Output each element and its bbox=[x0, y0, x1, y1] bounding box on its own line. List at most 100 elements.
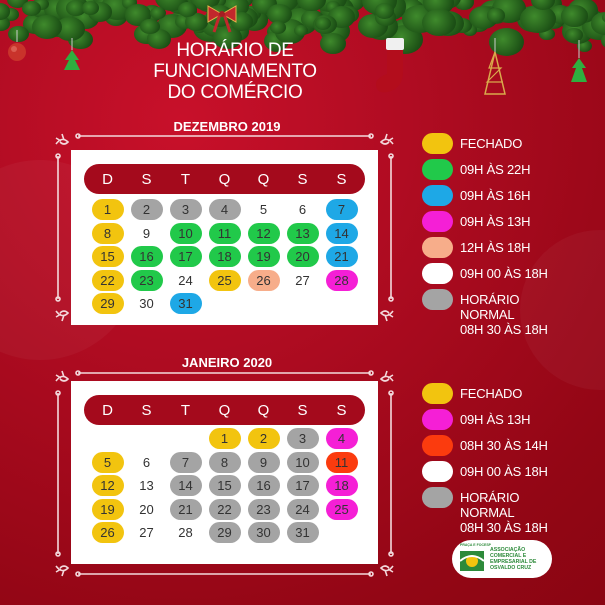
day-cell: 3 bbox=[166, 198, 205, 222]
legend-color-swatch bbox=[422, 159, 453, 180]
day-cell: 9 bbox=[244, 451, 283, 475]
day-cell: 25 bbox=[322, 498, 361, 522]
day-cell: 20 bbox=[283, 245, 322, 269]
day-cell: 1 bbox=[205, 427, 244, 451]
day-cell: 8 bbox=[88, 222, 127, 246]
pine-branch bbox=[561, 5, 588, 27]
pine-branch bbox=[7, 0, 29, 9]
day-number: 20 bbox=[130, 498, 163, 520]
day-cell: 30 bbox=[127, 292, 166, 316]
day-cell: 27 bbox=[127, 521, 166, 545]
day-cell: 29 bbox=[205, 521, 244, 545]
day-number: 17 bbox=[286, 475, 319, 497]
pine-branch bbox=[454, 0, 474, 10]
day-number: 27 bbox=[286, 269, 319, 291]
christmas-stocking-icon bbox=[376, 38, 404, 93]
day-number: 28 bbox=[325, 269, 358, 291]
pine-branch bbox=[189, 0, 220, 10]
day-cell: 22 bbox=[205, 498, 244, 522]
day-cell: 4 bbox=[322, 427, 361, 451]
legend-label: 09H 00 ÀS 18H bbox=[460, 464, 548, 479]
day-number: 10 bbox=[286, 451, 319, 473]
day-cell: 20 bbox=[127, 498, 166, 522]
day-number: 30 bbox=[130, 293, 163, 315]
legend-item: 09H ÀS 13H bbox=[422, 211, 548, 237]
day-cell: 29 bbox=[88, 292, 127, 316]
weekday-label: S bbox=[297, 170, 308, 188]
day-cell: 9 bbox=[127, 222, 166, 246]
day-cell: 7 bbox=[166, 451, 205, 475]
day-cell: 12 bbox=[88, 474, 127, 498]
day-number: 12 bbox=[247, 222, 280, 244]
day-number: 3 bbox=[169, 199, 202, 221]
pine-branch bbox=[297, 0, 326, 12]
legend-item: 09H ÀS 13H bbox=[422, 409, 548, 435]
day-cell: 21 bbox=[166, 498, 205, 522]
day-cell: 14 bbox=[166, 474, 205, 498]
red-bauble-ornament-icon bbox=[8, 30, 26, 61]
day-cell: 14 bbox=[322, 222, 361, 246]
pine-branch bbox=[66, 0, 86, 16]
legend-color-swatch bbox=[422, 409, 453, 430]
day-number: 14 bbox=[169, 475, 202, 497]
day-cell: 24 bbox=[166, 269, 205, 293]
pine-branch bbox=[374, 3, 395, 19]
page-title: HORÁRIO DE FUNCIONAMENTO DO COMÉRCIO bbox=[150, 40, 320, 103]
day-number: 22 bbox=[91, 269, 124, 291]
day-number: 19 bbox=[91, 498, 124, 520]
day-number: 8 bbox=[91, 222, 124, 244]
empty-day-cell bbox=[127, 427, 166, 451]
day-number: 7 bbox=[325, 199, 358, 221]
legend-color-swatch bbox=[422, 263, 453, 284]
day-cell: 31 bbox=[166, 292, 205, 316]
month-title-january: JANEIRO 2020 bbox=[181, 355, 273, 370]
day-cell: 23 bbox=[244, 498, 283, 522]
pine-branch bbox=[0, 3, 11, 20]
day-cell: 13 bbox=[127, 474, 166, 498]
pine-branch bbox=[121, 0, 138, 9]
title-line: FUNCIONAMENTO bbox=[153, 61, 317, 82]
ornamental-frame bbox=[52, 367, 397, 580]
day-number: 4 bbox=[208, 199, 241, 221]
day-number: 31 bbox=[169, 293, 202, 315]
day-number: 22 bbox=[208, 498, 241, 520]
legend-label: 09H ÀS 13H bbox=[460, 412, 531, 427]
day-cell: 13 bbox=[283, 222, 322, 246]
day-number: 26 bbox=[247, 269, 280, 291]
day-cell: 17 bbox=[283, 474, 322, 498]
day-cell: 3 bbox=[283, 427, 322, 451]
day-number: 5 bbox=[247, 199, 280, 221]
day-cell: 11 bbox=[322, 451, 361, 475]
day-number: 26 bbox=[91, 522, 124, 544]
day-number: 14 bbox=[325, 222, 358, 244]
day-number: 13 bbox=[130, 475, 163, 497]
day-number: 25 bbox=[325, 498, 358, 520]
legend-item: 09H 00 ÀS 18H bbox=[422, 461, 548, 487]
day-cell: 6 bbox=[127, 451, 166, 475]
legend-label: 08H 30 ÀS 14H bbox=[460, 438, 548, 453]
weekday-label: T bbox=[180, 170, 191, 188]
day-number: 31 bbox=[286, 522, 319, 544]
pine-branch bbox=[0, 16, 10, 31]
title-line: HORÁRIO DE bbox=[176, 40, 294, 61]
legend-label: 09H ÀS 16H bbox=[460, 188, 531, 203]
day-number: 13 bbox=[286, 222, 319, 244]
pine-branch bbox=[600, 31, 605, 49]
day-number: 19 bbox=[247, 246, 280, 268]
day-number: 16 bbox=[130, 246, 163, 268]
legend-item: 12H ÀS 18H bbox=[422, 237, 548, 263]
pine-branch bbox=[147, 29, 172, 49]
day-number: 24 bbox=[169, 269, 202, 291]
logo-top-text: PRAÇA E FOCESP bbox=[460, 543, 491, 547]
day-number: 2 bbox=[247, 428, 280, 450]
weekday-label: Q bbox=[257, 401, 270, 419]
day-number: 21 bbox=[325, 246, 358, 268]
day-cell: 16 bbox=[127, 245, 166, 269]
day-number: 23 bbox=[247, 498, 280, 520]
weekday-label: S bbox=[141, 170, 152, 188]
day-number: 20 bbox=[286, 246, 319, 268]
day-number: 9 bbox=[247, 451, 280, 473]
day-cell: 8 bbox=[205, 451, 244, 475]
gold-tree-ornament-icon bbox=[484, 38, 506, 95]
